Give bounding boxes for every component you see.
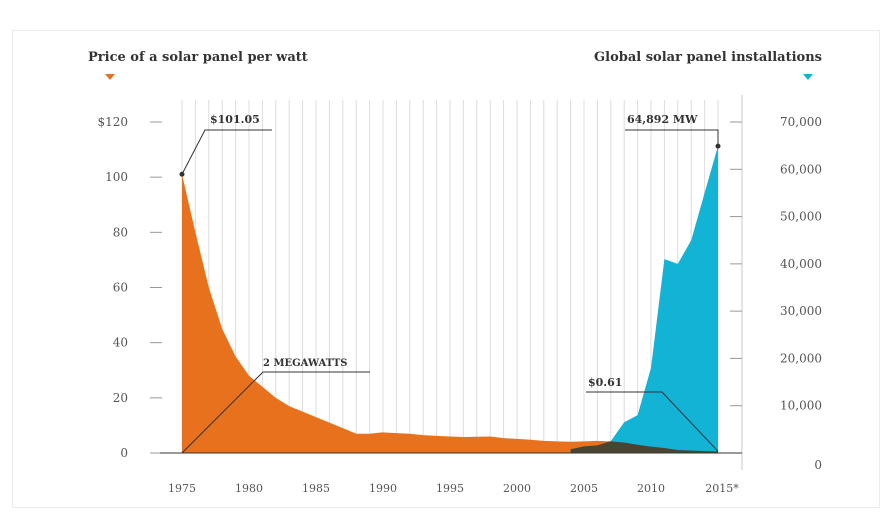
x-tick-label: 1990 (369, 482, 397, 495)
right-tick-label: 10,000 (780, 399, 822, 413)
annotation-label: 64,892 MW (627, 113, 698, 126)
x-tick-label: 2005 (570, 482, 598, 495)
right-tick-label: 50,000 (780, 210, 822, 224)
installs-legend-marker (803, 74, 813, 80)
x-tick-label: 2015* (705, 482, 739, 495)
left-tick-label: $120 (97, 115, 128, 129)
annotation-leader (181, 129, 272, 175)
left-axis-title: Price of a solar panel per watt (88, 50, 308, 65)
right-axis-title: Global solar panel installations (594, 50, 822, 65)
right-tick-label: 0 (814, 458, 822, 472)
x-tick-label: 1995 (436, 482, 464, 495)
x-tick-label: 1980 (235, 482, 263, 495)
left-tick-label: 80 (113, 225, 128, 239)
right-tick-label: 40,000 (780, 257, 822, 271)
annotation-label: $101.05 (210, 113, 260, 126)
right-tick-label: 20,000 (780, 351, 822, 365)
x-tick-label: 2010 (637, 482, 665, 495)
annotation-leader (586, 391, 719, 452)
installations-area (570, 146, 718, 453)
left-tick-label: 100 (105, 170, 128, 184)
chart-frame (12, 30, 880, 508)
annotation-leader (625, 129, 719, 147)
x-tick-label: 1975 (168, 482, 196, 495)
x-tick-label: 1985 (302, 482, 330, 495)
left-tick-label: 40 (113, 336, 128, 350)
price-area (182, 174, 718, 453)
x-tick-label: 2000 (503, 482, 531, 495)
left-tick-label: 60 (113, 281, 128, 295)
annotation-label: $0.61 (588, 376, 622, 389)
annotation-label: 2 MEGAWATTS (263, 358, 347, 369)
price-legend-marker (105, 74, 115, 80)
annotation-leader (181, 371, 370, 454)
left-tick-label: 0 (120, 446, 128, 460)
right-tick-label: 30,000 (780, 304, 822, 318)
right-tick-label: 70,000 (780, 115, 822, 129)
right-tick-label: 60,000 (780, 162, 822, 176)
left-tick-label: 20 (113, 391, 128, 405)
